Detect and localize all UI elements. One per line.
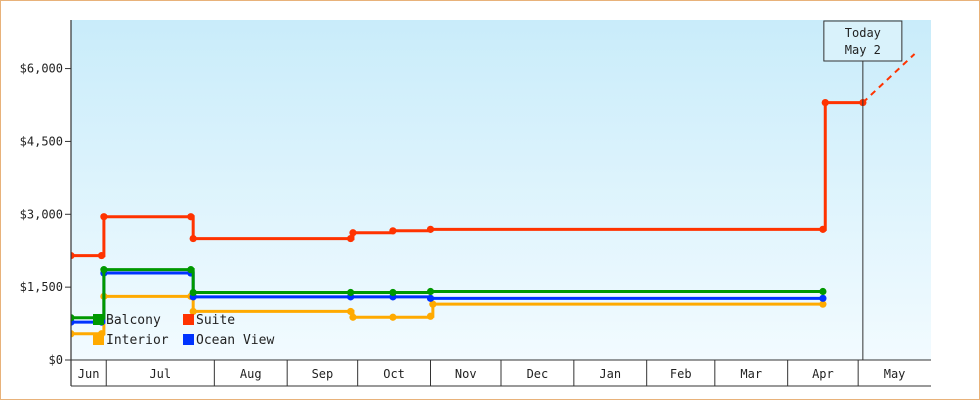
data-point-suite bbox=[821, 98, 829, 107]
y-tick-label: $4,500 bbox=[20, 134, 63, 148]
data-point-balcony bbox=[189, 288, 197, 297]
data-point-suite bbox=[819, 225, 827, 233]
data-point-interior bbox=[349, 313, 357, 321]
data-point-interior bbox=[71, 330, 75, 338]
data-point-balcony bbox=[426, 287, 435, 296]
x-month-label: Oct bbox=[383, 367, 405, 381]
data-point-balcony bbox=[71, 314, 75, 322]
today-marker: Today May 2 bbox=[823, 20, 903, 360]
data-point-ocean-view bbox=[819, 294, 827, 302]
data-point-interior bbox=[429, 300, 437, 308]
data-point-suite bbox=[426, 225, 435, 233]
data-point-interior bbox=[189, 307, 197, 316]
x-month-label: Sep bbox=[312, 367, 334, 381]
y-tick-label: $0 bbox=[49, 353, 63, 367]
data-point-balcony bbox=[389, 288, 397, 297]
data-point-suite bbox=[187, 213, 195, 221]
data-point-interior bbox=[389, 313, 397, 321]
x-month-label: Jun bbox=[78, 367, 100, 381]
data-point-ocean-view bbox=[426, 294, 435, 302]
data-point-suite bbox=[347, 234, 355, 243]
legend-label-suite: Suite bbox=[196, 313, 235, 328]
series-projection-suite bbox=[862, 53, 916, 104]
data-point-balcony bbox=[100, 266, 108, 274]
axes: $0 $1,500 $3,000 $4,500 $6,000 Jun Jul Aug Sep Oc… bbox=[20, 20, 931, 387]
legend-swatch-interior bbox=[93, 334, 104, 345]
x-month-label: Jul bbox=[149, 367, 171, 381]
x-month-label: Aug bbox=[240, 367, 262, 381]
data-point-suite bbox=[100, 213, 108, 221]
data-point-suite bbox=[389, 227, 397, 235]
y-tick-label: $1,500 bbox=[20, 280, 63, 294]
data-point-interior bbox=[819, 300, 827, 308]
data-point-interior bbox=[347, 307, 355, 316]
legend-swatch-suite bbox=[183, 314, 194, 325]
legend-label-interior: Interior bbox=[106, 333, 169, 348]
data-point-suite bbox=[189, 234, 197, 243]
series-suite bbox=[71, 53, 916, 260]
x-month-label: Feb bbox=[670, 367, 692, 381]
data-point-balcony bbox=[819, 287, 827, 296]
data-point-suite bbox=[71, 251, 75, 260]
data-point-balcony bbox=[187, 266, 195, 274]
today-box bbox=[823, 20, 903, 62]
today-date: May 2 bbox=[845, 43, 881, 57]
plot-background bbox=[71, 20, 931, 360]
legend-swatch-ocean-view bbox=[183, 334, 194, 345]
data-point-suite bbox=[97, 251, 106, 260]
legend-label-ocean-view: Ocean View bbox=[196, 333, 274, 348]
data-point-suite bbox=[349, 229, 357, 237]
data-point-interior bbox=[426, 312, 435, 320]
legend-label-balcony: Balcony bbox=[106, 313, 161, 328]
data-point-balcony bbox=[347, 288, 355, 297]
x-month-label: May bbox=[884, 367, 906, 381]
today-label: Today bbox=[845, 26, 881, 40]
x-month-label: Mar bbox=[740, 367, 762, 381]
legend-swatch-balcony bbox=[93, 314, 104, 325]
x-month-label: Nov bbox=[455, 367, 477, 381]
y-tick-label: $3,000 bbox=[20, 207, 63, 221]
x-month-label: Apr bbox=[812, 367, 834, 381]
x-month-label: Dec bbox=[527, 367, 549, 381]
legend: Balcony Suite Interior Ocean View bbox=[93, 313, 274, 348]
y-tick-label: $6,000 bbox=[20, 62, 63, 76]
x-month-label: Jan bbox=[599, 367, 621, 381]
